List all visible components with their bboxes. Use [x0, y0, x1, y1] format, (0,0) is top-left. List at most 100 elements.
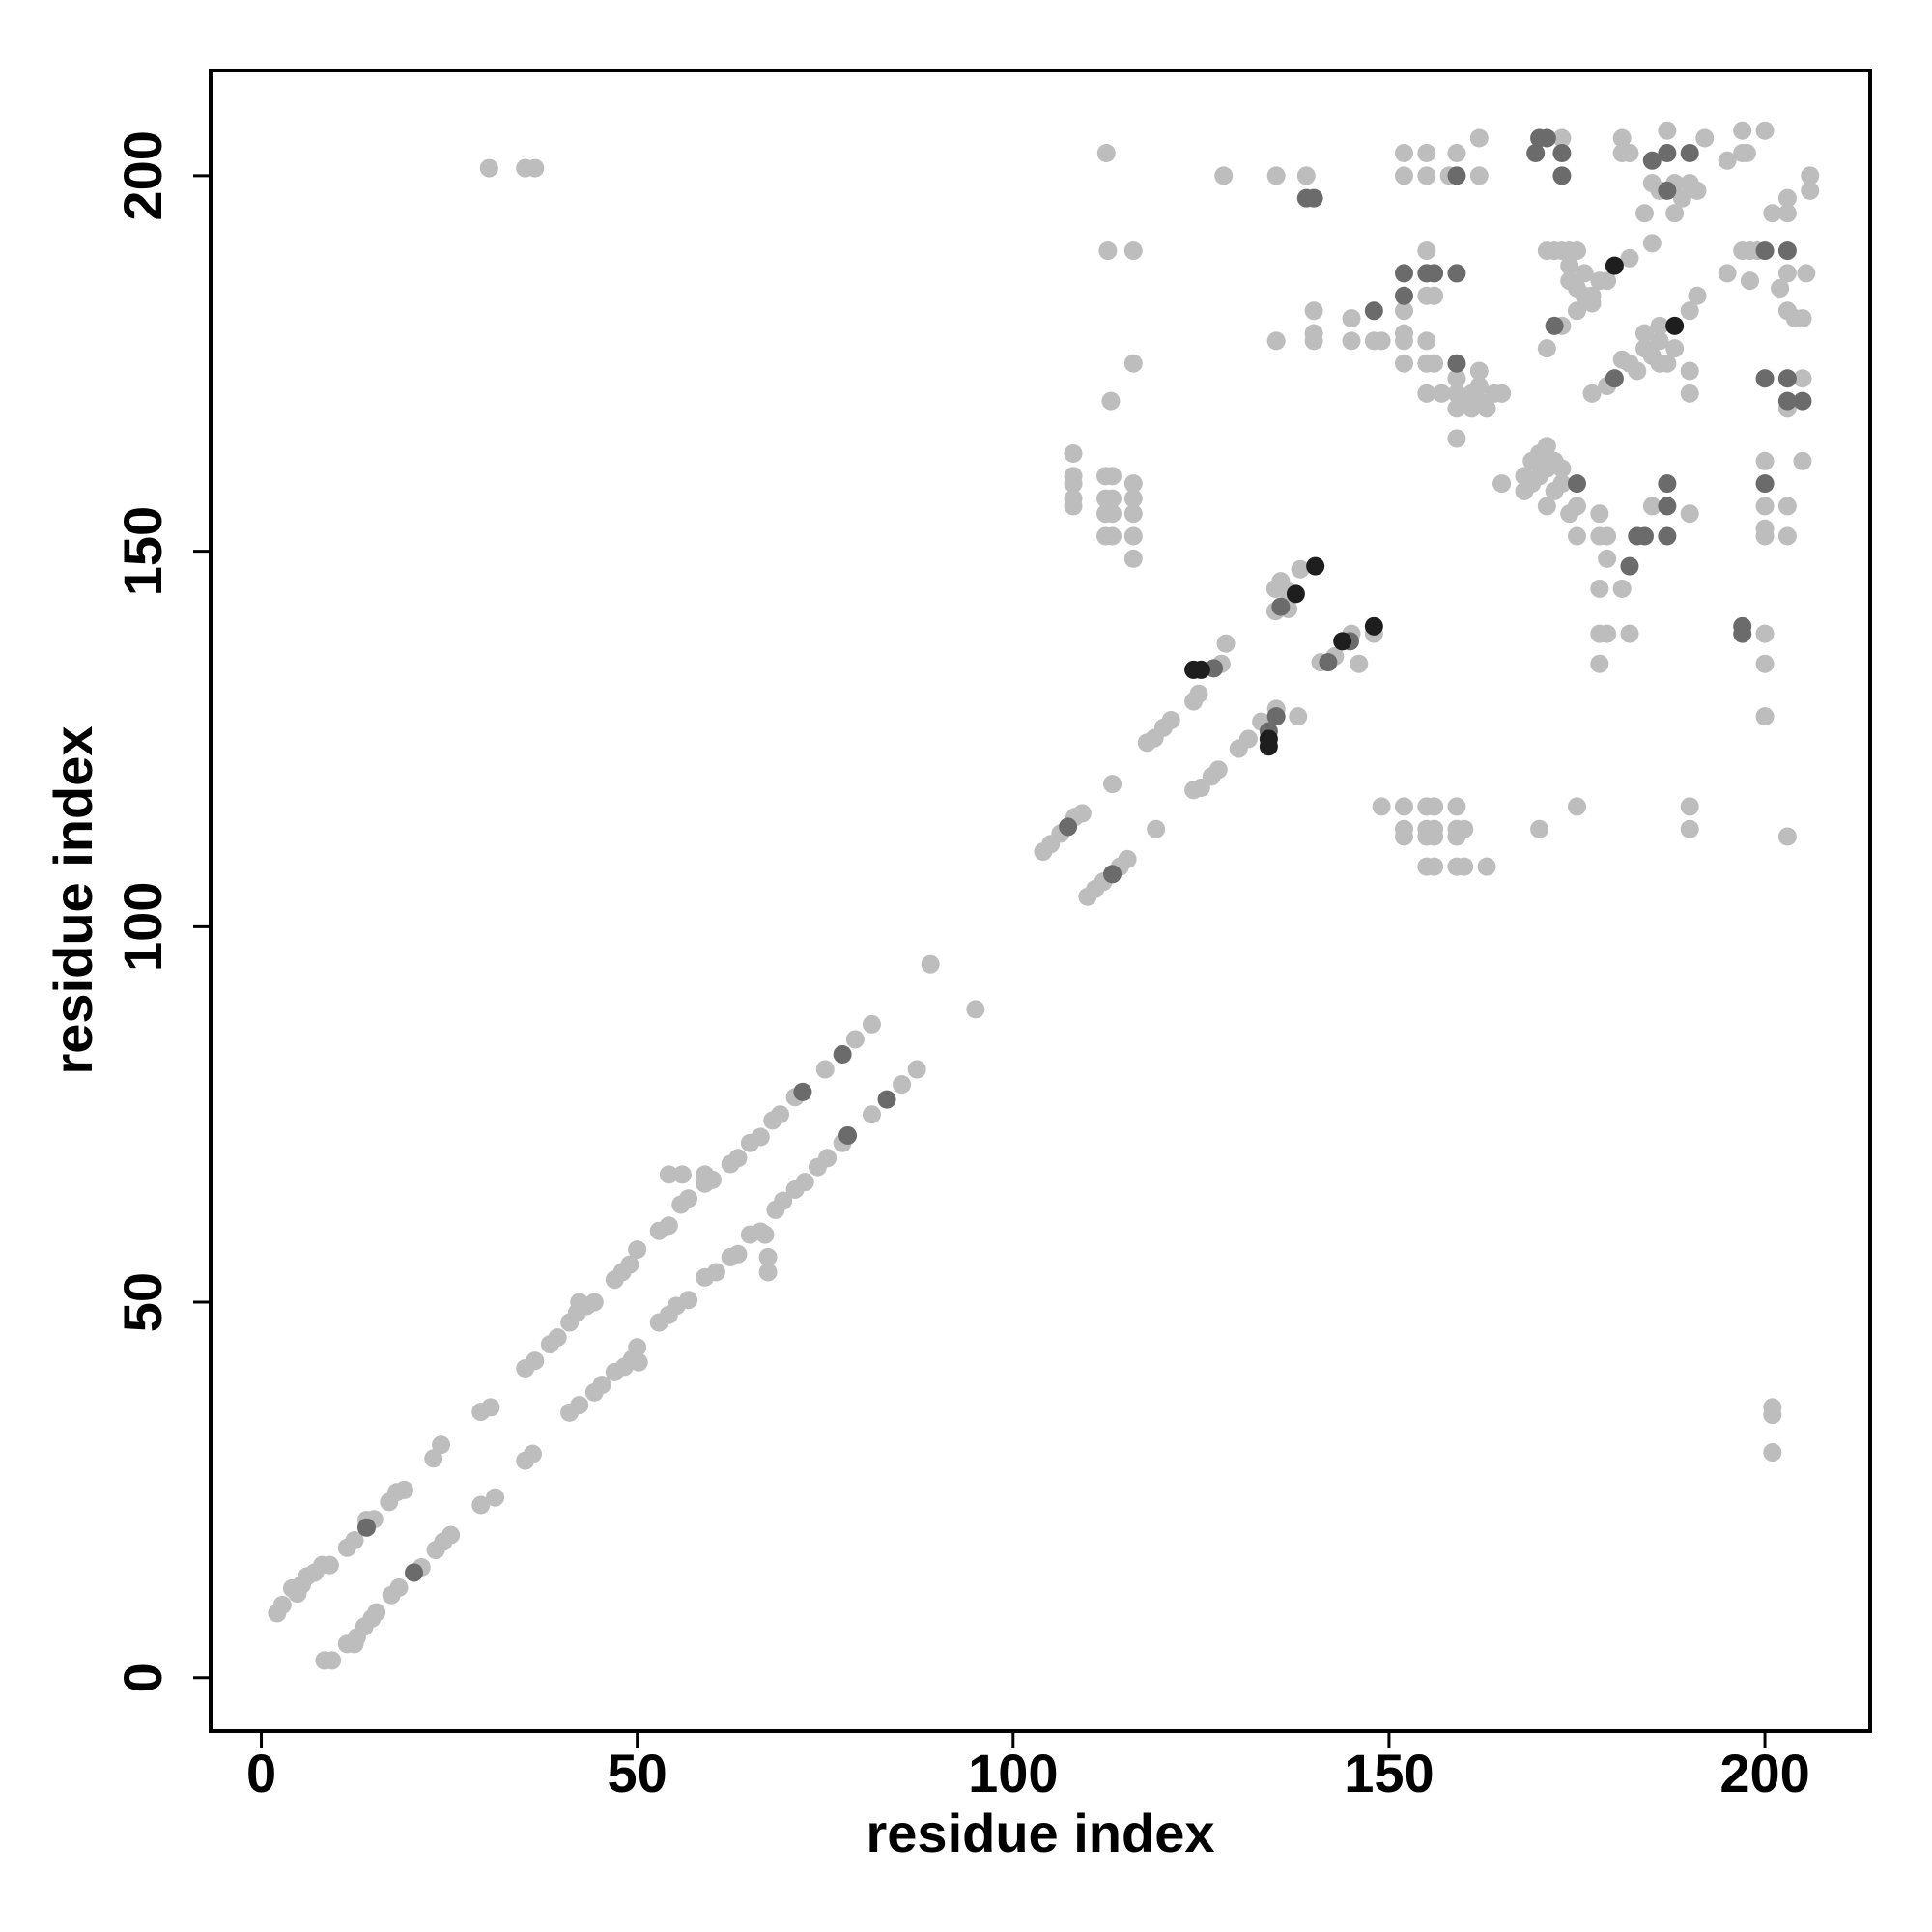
point — [1064, 489, 1083, 508]
point — [1590, 271, 1609, 291]
point — [620, 1255, 639, 1274]
point — [1425, 857, 1444, 876]
point — [728, 1149, 748, 1168]
point — [1658, 144, 1677, 163]
x-tick-label: 200 — [1719, 1743, 1809, 1804]
point — [877, 1090, 896, 1109]
point — [702, 1170, 722, 1189]
point — [1214, 166, 1234, 185]
point — [1372, 797, 1391, 816]
point — [272, 1595, 292, 1614]
point — [356, 1518, 376, 1537]
point — [1469, 391, 1489, 411]
point — [1123, 549, 1143, 568]
point — [592, 1376, 611, 1395]
point — [1793, 391, 1812, 411]
point — [1733, 144, 1752, 163]
point — [432, 1435, 451, 1455]
point — [758, 1263, 778, 1282]
point — [1364, 301, 1383, 321]
point — [1059, 817, 1078, 837]
point — [1394, 264, 1413, 283]
point — [659, 1165, 678, 1184]
point — [1552, 166, 1572, 185]
point — [1394, 827, 1413, 846]
point — [1469, 377, 1489, 396]
point — [1777, 188, 1797, 208]
y-tick-label: 100 — [112, 882, 173, 972]
point — [1612, 128, 1632, 148]
y-tick-label: 200 — [112, 130, 173, 220]
point — [1417, 144, 1436, 163]
point — [774, 1191, 793, 1210]
point — [755, 1225, 775, 1244]
point — [1763, 204, 1782, 223]
y-tick-label: 50 — [112, 1272, 173, 1332]
point — [1208, 760, 1228, 780]
point — [833, 1044, 852, 1064]
x-axis-title: residue index — [866, 1803, 1214, 1863]
point — [1425, 797, 1444, 816]
point — [1777, 242, 1797, 261]
point — [1777, 264, 1797, 283]
point — [862, 1014, 881, 1034]
point — [1658, 121, 1677, 140]
point — [771, 1105, 790, 1124]
point — [1650, 331, 1669, 351]
point — [367, 1603, 386, 1622]
point — [1620, 144, 1639, 163]
point — [1447, 797, 1466, 816]
point — [1537, 128, 1556, 148]
point — [628, 1338, 647, 1357]
point — [1650, 354, 1669, 373]
point — [1733, 121, 1752, 140]
point — [862, 1105, 881, 1124]
point — [1755, 654, 1775, 673]
point — [1342, 309, 1361, 328]
point — [1447, 827, 1466, 846]
point — [1733, 624, 1752, 643]
point — [1161, 711, 1180, 730]
point — [1103, 489, 1122, 508]
point — [1123, 474, 1143, 494]
point — [1417, 384, 1436, 403]
point — [751, 1127, 770, 1147]
point — [1575, 264, 1594, 283]
point — [758, 1247, 778, 1266]
point — [1103, 526, 1122, 546]
point — [659, 1216, 678, 1236]
point — [1658, 181, 1677, 200]
point — [1665, 316, 1685, 335]
point — [345, 1531, 364, 1550]
point — [793, 1082, 812, 1101]
point — [1266, 166, 1286, 185]
point — [1755, 707, 1775, 726]
point — [526, 158, 545, 178]
point — [1658, 474, 1677, 494]
point — [1333, 632, 1352, 651]
point — [907, 1060, 926, 1079]
point — [1447, 354, 1466, 373]
point — [1364, 616, 1383, 636]
point — [1777, 204, 1797, 223]
point — [1612, 350, 1632, 369]
point — [1680, 384, 1699, 403]
point — [526, 1351, 545, 1371]
point — [1425, 354, 1444, 373]
point — [1755, 369, 1775, 388]
point — [1658, 526, 1677, 546]
point — [1695, 128, 1715, 148]
point — [1123, 489, 1143, 508]
point — [921, 954, 940, 974]
point — [1417, 166, 1436, 185]
point — [1394, 166, 1413, 185]
point — [1590, 579, 1609, 598]
point — [1469, 361, 1489, 381]
point — [1372, 331, 1391, 351]
point — [818, 1149, 838, 1168]
x-tick-label: 0 — [246, 1743, 276, 1804]
point — [1342, 331, 1361, 351]
point — [1530, 819, 1549, 838]
point — [1477, 857, 1496, 876]
